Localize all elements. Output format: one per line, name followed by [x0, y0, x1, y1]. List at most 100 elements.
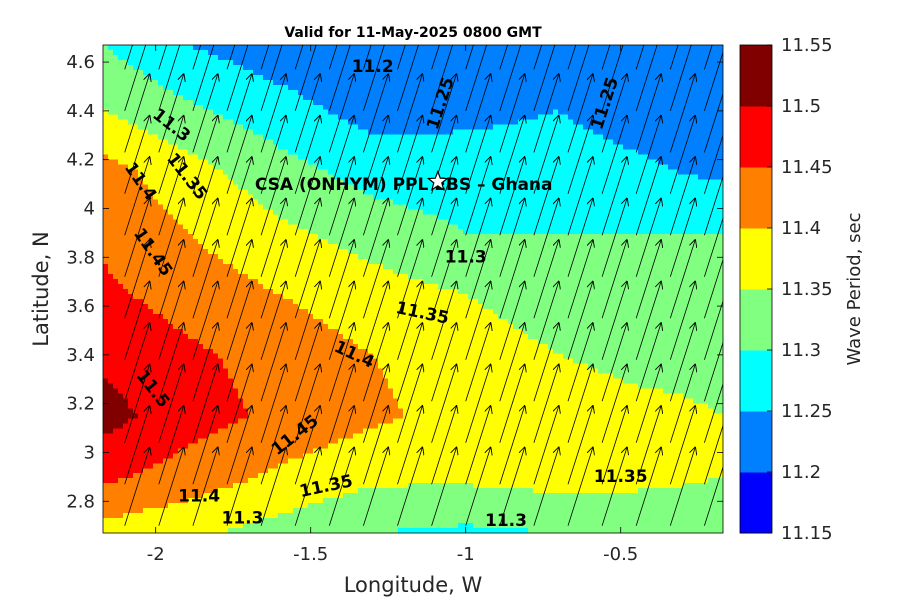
contour-cell: [328, 45, 334, 51]
contour-cell: [483, 55, 489, 61]
contour-cell: [208, 165, 214, 171]
contour-cell: [658, 100, 664, 106]
contour-cell: [653, 150, 659, 156]
contour-cell: [393, 204, 399, 210]
contour-cell: [203, 140, 209, 146]
contour-cell: [628, 90, 634, 96]
contour-cell: [573, 105, 579, 111]
contour-cell: [713, 224, 719, 230]
contour-cell: [198, 155, 204, 161]
contour-cell: [233, 229, 239, 235]
contour-cell: [183, 219, 189, 225]
contour-cell: [113, 209, 119, 215]
contour-cell: [573, 189, 579, 195]
contour-cell: [543, 60, 549, 66]
contour-cell: [473, 60, 479, 66]
contour-cell: [168, 45, 174, 51]
contour-cell: [463, 214, 469, 220]
contour-cell: [523, 95, 529, 101]
contour-cell: [488, 85, 494, 91]
contour-cell: [293, 234, 299, 240]
contour-cell: [563, 199, 569, 205]
contour-cell: [633, 100, 639, 106]
contour-cell: [523, 120, 529, 126]
contour-cell: [563, 145, 569, 151]
contour-cell: [458, 100, 464, 106]
contour-cell: [208, 110, 214, 116]
contour-cell: [203, 50, 209, 56]
contour-cell: [548, 120, 554, 126]
contour-cell: [378, 160, 384, 166]
contour-cell: [603, 209, 609, 215]
contour-cell: [403, 100, 409, 106]
contour-cell: [398, 120, 404, 126]
contour-cell: [283, 219, 289, 225]
contour-cell: [103, 90, 109, 96]
contour-cell: [238, 179, 244, 185]
contour-cell: [348, 150, 354, 156]
contour-cell: [458, 224, 464, 230]
contour-cell: [648, 75, 654, 81]
contour-cell: [538, 160, 544, 166]
contour-cell: [663, 150, 669, 156]
contour-cell: [308, 125, 314, 131]
contour-cell: [338, 90, 344, 96]
contour-cell: [243, 224, 249, 230]
contour-cell: [423, 135, 429, 141]
contour-cell: [653, 145, 659, 151]
contour-cell: [703, 155, 709, 161]
contour-cell: [603, 204, 609, 210]
contour-cell: [388, 229, 394, 235]
contour-cell: [658, 95, 664, 101]
contour-cell: [218, 45, 224, 51]
contour-cell: [163, 70, 169, 76]
contour-cell: [418, 70, 424, 76]
contour-cell: [108, 120, 114, 126]
contour-cell: [528, 75, 534, 81]
contour-cell: [618, 105, 624, 111]
contour-cell: [668, 219, 674, 225]
contour-cell: [708, 65, 714, 71]
contour-cell: [283, 95, 289, 101]
contour-cell: [558, 165, 564, 171]
contour-cell: [223, 60, 229, 66]
contour-cell: [423, 214, 429, 220]
contour-cell: [183, 45, 189, 51]
contour-cell: [518, 110, 524, 116]
contour-cell: [428, 219, 434, 225]
contour-cell: [548, 45, 554, 51]
contour-cell: [573, 135, 579, 141]
contour-cell: [398, 209, 404, 215]
contour-cell: [568, 204, 574, 210]
contour-cell: [493, 65, 499, 71]
contour-cell: [353, 214, 359, 220]
contour-cell: [213, 95, 219, 101]
contour-cell: [533, 90, 539, 96]
contour-cell: [363, 90, 369, 96]
contour-cell: [578, 80, 584, 86]
contour-cell: [573, 224, 579, 230]
contour-cell: [173, 209, 179, 215]
contour-cell: [628, 95, 634, 101]
contour-cell: [238, 45, 244, 51]
contour-cell: [448, 155, 454, 161]
contour-cell: [168, 140, 174, 146]
contour-cell: [358, 194, 364, 200]
contour-cell: [298, 70, 304, 76]
contour-cell: [698, 140, 704, 146]
contour-cell: [113, 85, 119, 91]
contour-cell: [588, 145, 594, 151]
contour-cell: [333, 155, 339, 161]
contour-cell: [128, 189, 134, 195]
contour-cell: [293, 125, 299, 131]
contour-cell: [413, 234, 419, 240]
contour-cell: [498, 45, 504, 51]
contour-cell: [493, 50, 499, 56]
contour-cell: [243, 184, 249, 190]
contour-cell: [213, 100, 219, 106]
contour-cell: [288, 199, 294, 205]
contour-cell: [483, 194, 489, 200]
contour-cell: [683, 209, 689, 215]
contour-cell: [333, 239, 339, 245]
contour-cell: [278, 239, 284, 245]
